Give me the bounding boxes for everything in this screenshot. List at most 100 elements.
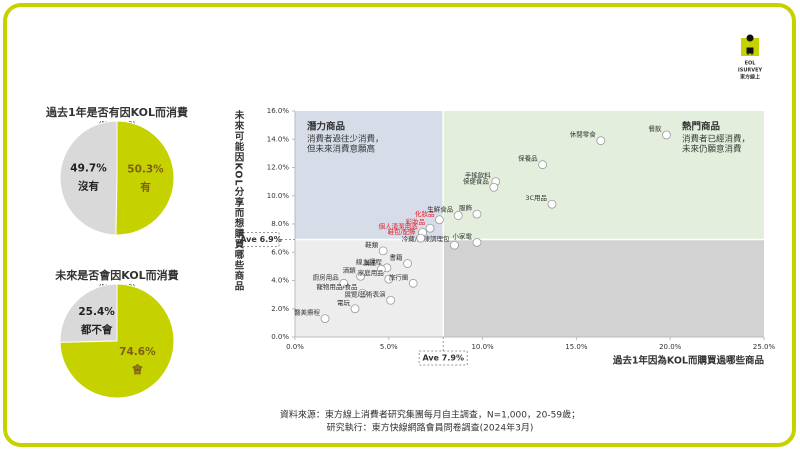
point-label: 鞋類 xyxy=(365,240,379,249)
point xyxy=(403,259,412,268)
pie-category-label: 有 xyxy=(140,180,151,193)
logo-text: 東方線上 xyxy=(740,74,760,81)
pie-value-label: 50.3% xyxy=(127,163,164,175)
quadrant-text: 但未來消費意願高 xyxy=(307,144,375,155)
quadrant-text: 消費者過往少消費， xyxy=(307,134,384,145)
point-label: 書籍 xyxy=(390,253,404,262)
point xyxy=(472,237,482,247)
pie-value-label: 74.6% xyxy=(119,346,156,358)
pie-title: 過去1年是否有因KOL而消費 xyxy=(45,105,188,119)
pie-category-label: 沒有 xyxy=(78,180,99,193)
point xyxy=(378,246,388,256)
point xyxy=(408,278,418,288)
point-label: 餐飲 xyxy=(648,124,662,133)
x-axis-title: 過去1年因為KOL而購買過哪些商品 xyxy=(612,355,764,367)
point xyxy=(376,264,386,274)
point-label: 展覽/藝術表演 xyxy=(344,289,386,298)
pie-slice xyxy=(115,120,175,236)
point xyxy=(662,130,671,140)
point-label: 小家電 xyxy=(452,231,472,240)
point-label: 化妝品 xyxy=(415,209,435,218)
ref-label-box xyxy=(418,350,468,366)
pie-slice xyxy=(59,283,175,399)
point xyxy=(356,271,366,281)
quadrant-text: 消費者已經消費， xyxy=(682,134,750,145)
point-label: 3C用品 xyxy=(525,194,547,202)
logo-mark xyxy=(741,38,759,56)
point-label: 線上課程 xyxy=(356,257,383,266)
ref-label-box xyxy=(242,232,280,248)
pie-slice xyxy=(59,283,118,343)
quadrant-text: 未來仍願意消費 xyxy=(682,144,742,155)
point-label: 酒類 xyxy=(343,265,357,274)
point-label: 生鮮食品 xyxy=(427,205,453,214)
ref-label: Ave 7.9% xyxy=(422,354,464,363)
quadrant xyxy=(295,239,444,337)
point-label: 保健食品 xyxy=(463,176,489,185)
point xyxy=(538,160,548,170)
point xyxy=(547,199,557,209)
point xyxy=(450,240,459,250)
point-label: 講座 xyxy=(363,258,377,267)
quadrant xyxy=(443,111,764,240)
pie-value-label: 49.7% xyxy=(70,163,107,175)
x-tick-label: 5.0% xyxy=(380,343,398,351)
frame xyxy=(3,3,796,447)
point-label: 保養品 xyxy=(518,154,538,163)
point xyxy=(350,304,360,314)
x-tick-label: 15.0% xyxy=(565,343,588,351)
y-tick-label: 2.0% xyxy=(271,305,289,313)
point xyxy=(320,314,330,324)
y-tick-label: 4.0% xyxy=(271,277,289,285)
y-axis-title: 未來可能因KOL分享而想購買哪些商品 xyxy=(233,109,246,291)
point-label: 家庭用品 xyxy=(358,268,384,277)
point-label: 個人清潔用品 xyxy=(379,221,418,230)
y-tick-label: 6.0% xyxy=(271,248,289,256)
logo-icon xyxy=(746,34,754,55)
point-label: 彩妝品 xyxy=(406,217,426,226)
point xyxy=(453,211,463,220)
point xyxy=(435,215,444,225)
point xyxy=(386,295,396,305)
point xyxy=(425,223,435,233)
pie-category-label: 都不會 xyxy=(80,323,113,336)
quadrant-title: 熱門商品 xyxy=(682,121,720,133)
footnote: 研究執行：東方快線網路會員問卷調查(2024年3月) xyxy=(327,422,534,434)
pie-value-label: 25.4% xyxy=(78,306,115,318)
quadrant-title: 潛力商品 xyxy=(306,121,345,133)
logo-text: ISURVEY xyxy=(738,68,763,74)
logo-text: EOL xyxy=(745,61,757,67)
point-label: 醫美療程 xyxy=(294,308,321,317)
point xyxy=(384,274,394,284)
point xyxy=(358,288,367,298)
x-tick-label: 25.0% xyxy=(753,343,776,351)
point-label: 廚房用品 xyxy=(313,272,339,281)
ref-label: Ave 6.9% xyxy=(240,235,282,244)
point-label: 寵物用品/食品 xyxy=(316,282,357,291)
point-label: 旅行團 xyxy=(389,272,409,281)
point xyxy=(339,278,349,288)
footnote: 資料來源：東方線上消費者研究集團每月自主調查，N=1,000，20-59歲； xyxy=(280,409,580,421)
point-label: 鞋包/配飾 xyxy=(387,227,416,236)
x-tick-label: 0.0% xyxy=(286,343,304,351)
y-tick-label: 14.0% xyxy=(267,135,290,143)
pie-slice xyxy=(59,120,118,236)
point xyxy=(416,233,426,243)
y-tick-label: 0.0% xyxy=(271,333,289,341)
point xyxy=(596,136,606,146)
quadrant xyxy=(295,111,444,240)
point xyxy=(489,182,499,192)
point-label: 休閒零食 xyxy=(570,130,597,139)
point-label: 手搖飲料 xyxy=(465,171,492,180)
x-tick-label: 20.0% xyxy=(659,343,682,351)
pie-category-label: 會 xyxy=(131,363,143,376)
point-label: 電玩 xyxy=(337,299,351,307)
y-tick-label: 10.0% xyxy=(267,192,290,200)
point-label: 服飾 xyxy=(459,203,473,212)
pie-title: 未來是否會因KOL而消費 xyxy=(54,268,178,282)
point-label: 冷藏/冷凍調理包 xyxy=(402,234,450,243)
x-tick-label: 10.0% xyxy=(471,343,494,351)
y-tick-label: 8.0% xyxy=(271,220,289,228)
y-tick-label: 16.0% xyxy=(267,107,290,115)
quadrant xyxy=(443,239,764,337)
